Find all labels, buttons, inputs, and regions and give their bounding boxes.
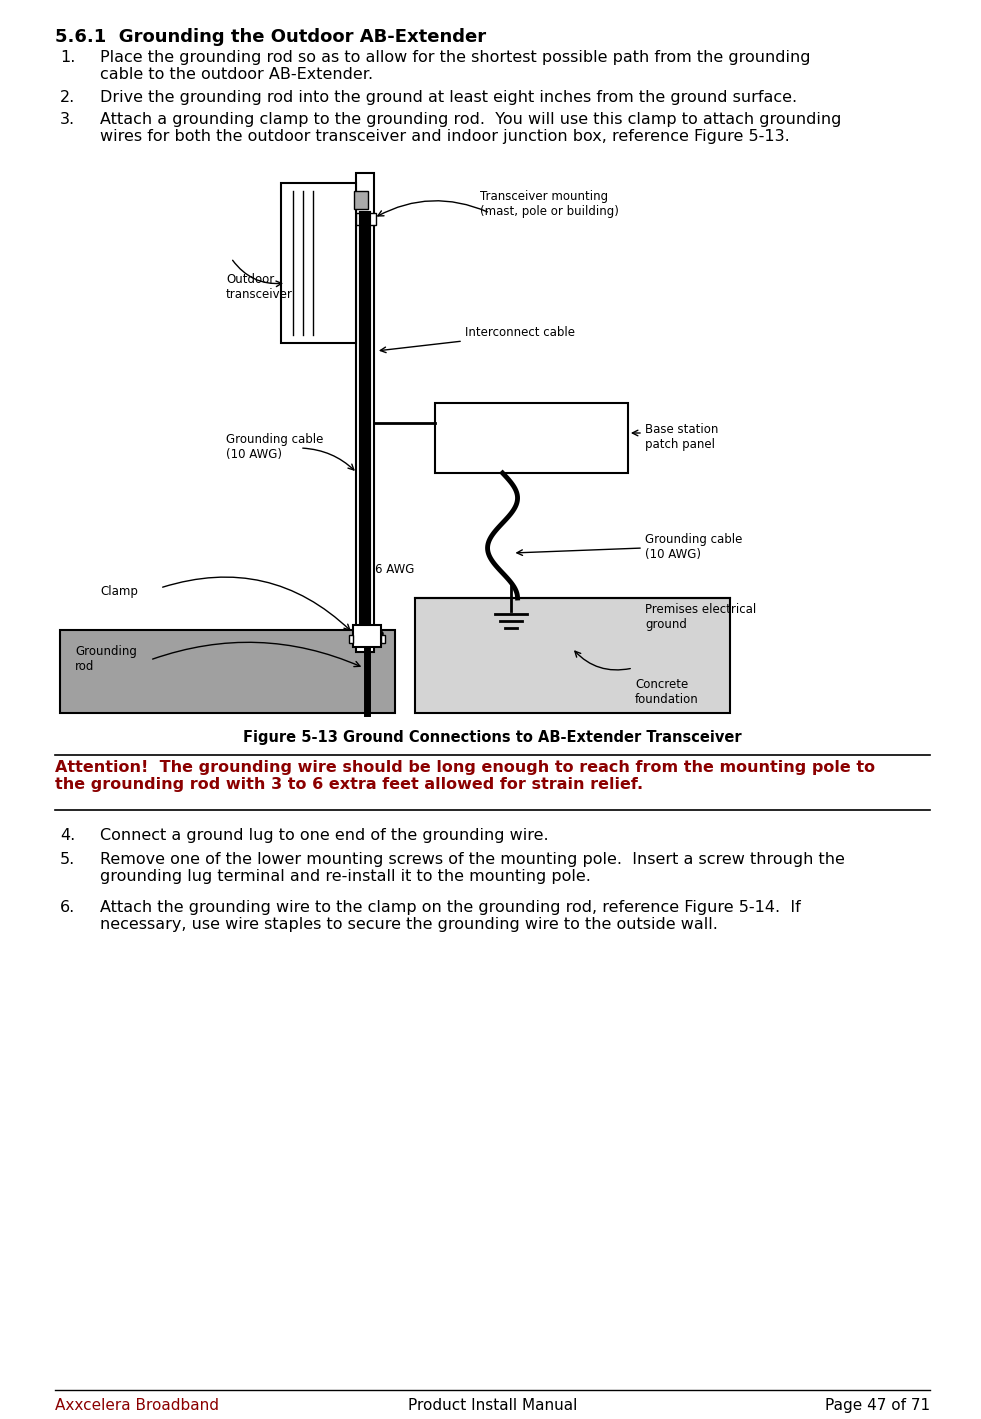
Text: Connect a ground lug to one end of the grounding wire.: Connect a ground lug to one end of the g… (100, 829, 548, 843)
Text: 4.: 4. (60, 829, 76, 843)
Bar (353, 624, 381, 647)
Bar (60, 630, 395, 712)
Text: Outdoor
transceiver: Outdoor transceiver (226, 272, 293, 301)
Text: Grounding
rod: Grounding rod (75, 646, 137, 673)
Text: 3.: 3. (60, 112, 76, 126)
Text: Base station
patch panel: Base station patch panel (645, 423, 718, 451)
Bar (381, 634, 385, 643)
Text: 2.: 2. (60, 89, 76, 105)
Text: 6.: 6. (60, 900, 76, 915)
Text: Interconnect cable: Interconnect cable (465, 326, 575, 339)
Text: 5.6.1  Grounding the Outdoor AB-Extender: 5.6.1 Grounding the Outdoor AB-Extender (55, 28, 487, 45)
Text: Axxcelera Broadband: Axxcelera Broadband (55, 1398, 219, 1413)
Text: Figure 5-13 Ground Connections to AB-Extender Transceiver: Figure 5-13 Ground Connections to AB-Ext… (243, 729, 742, 745)
Bar (356, 173, 374, 651)
Bar (415, 597, 730, 712)
Text: Grounding cable
(10 AWG): Grounding cable (10 AWG) (226, 433, 324, 461)
Text: Grounding cable
(10 AWG): Grounding cable (10 AWG) (645, 534, 743, 561)
Text: Clamp: Clamp (100, 585, 138, 597)
Bar (349, 634, 353, 643)
Text: Page 47 of 71: Page 47 of 71 (825, 1398, 930, 1413)
Text: Drive the grounding rod into the ground at least eight inches from the ground su: Drive the grounding rod into the ground … (100, 89, 798, 105)
Text: 5.: 5. (60, 851, 76, 867)
Text: Place the grounding rod so as to allow for the shortest possible path from the g: Place the grounding rod so as to allow f… (100, 50, 810, 82)
Bar (354, 192, 368, 209)
Text: 6 AWG: 6 AWG (375, 563, 414, 576)
Text: Premises electrical
ground: Premises electrical ground (645, 603, 756, 631)
Text: 1.: 1. (60, 50, 76, 65)
Text: Attach a grounding clamp to the grounding rod.  You will use this clamp to attac: Attach a grounding clamp to the groundin… (100, 112, 842, 145)
Bar (356, 213, 376, 226)
Text: Remove one of the lower mounting screws of the mounting pole.  Insert a screw th: Remove one of the lower mounting screws … (100, 851, 845, 884)
Bar (435, 403, 628, 473)
Text: Transceiver mounting
(mast, pole or building): Transceiver mounting (mast, pole or buil… (480, 190, 619, 219)
Text: Attach the grounding wire to the clamp on the grounding rod, reference Figure 5-: Attach the grounding wire to the clamp o… (100, 900, 800, 932)
Text: Product Install Manual: Product Install Manual (408, 1398, 577, 1413)
Bar (281, 183, 356, 343)
Text: Attention!  The grounding wire should be long enough to reach from the mounting : Attention! The grounding wire should be … (55, 761, 875, 792)
Text: Concrete
foundation: Concrete foundation (635, 678, 698, 707)
